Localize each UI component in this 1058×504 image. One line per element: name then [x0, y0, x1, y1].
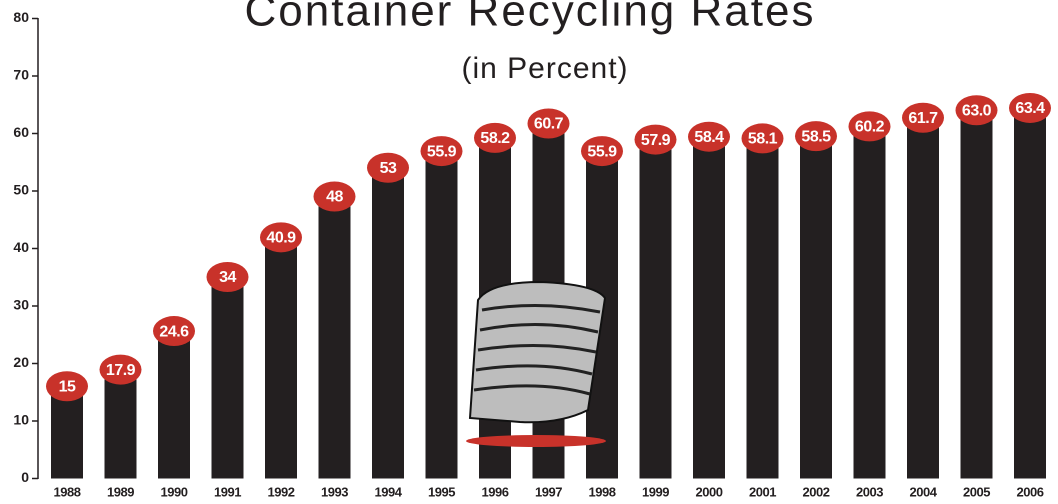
label-badge — [420, 136, 463, 167]
x-tick-label: 1988 — [54, 484, 81, 499]
label-badge — [474, 122, 516, 153]
label-badge — [260, 222, 302, 253]
bar — [853, 132, 886, 479]
bar — [960, 116, 993, 479]
y-tick-label: 80 — [13, 9, 29, 25]
bar — [746, 144, 779, 479]
value-label: 58.1 — [748, 131, 778, 148]
bar — [1014, 113, 1046, 479]
bar — [425, 157, 458, 479]
value-label: 58.4 — [694, 129, 724, 146]
x-tick-label: 1989 — [107, 484, 134, 499]
label-badge — [153, 316, 195, 347]
value-label: 60.7 — [534, 116, 564, 133]
value-label: 63.4 — [1015, 100, 1045, 117]
bar — [211, 283, 244, 479]
x-tick-label: 1997 — [535, 484, 562, 499]
x-tick-label: 2002 — [803, 484, 830, 499]
bar — [158, 337, 190, 479]
bar — [907, 123, 939, 479]
label-badge — [902, 102, 944, 133]
x-tick-label: 1990 — [161, 484, 188, 499]
value-label: 61.7 — [908, 110, 938, 127]
x-tick-label: 1994 — [375, 484, 403, 499]
y-tick-label: 10 — [13, 412, 29, 428]
label-badge — [634, 124, 677, 155]
x-tick-label: 1996 — [482, 484, 509, 499]
x-tick-label: 1993 — [321, 484, 348, 499]
value-label: 24.6 — [159, 323, 189, 340]
label-badge — [688, 121, 730, 152]
bar — [318, 202, 351, 479]
y-tick-label: 70 — [13, 67, 29, 83]
chart-subtitle: (in Percent) — [461, 52, 628, 85]
bar — [265, 243, 297, 479]
value-label: 60.2 — [855, 119, 885, 136]
label-badge — [206, 262, 249, 292]
label-badge — [955, 95, 998, 126]
bar — [800, 142, 832, 479]
y-tick-label: 30 — [13, 297, 29, 313]
value-label: 40.9 — [266, 230, 296, 247]
bar — [372, 173, 404, 479]
x-tick-label: 2006 — [1017, 484, 1044, 499]
x-tick-label: 1992 — [268, 484, 295, 499]
x-tick-label: 1991 — [214, 484, 241, 499]
y-tick-label: 20 — [13, 354, 29, 370]
bar — [51, 392, 83, 479]
y-tick-label: 60 — [13, 124, 29, 140]
value-label: 63.0 — [962, 102, 992, 119]
label-badge — [848, 111, 891, 142]
label-badge — [741, 123, 784, 154]
can-illustration — [466, 280, 607, 447]
x-tick-label: 2003 — [856, 484, 883, 499]
chart-title: Container Recycling Rates — [245, 0, 816, 36]
label-badge — [46, 371, 88, 402]
label-badge — [1009, 92, 1051, 123]
x-tick-label: 1999 — [642, 484, 669, 499]
value-label: 57.9 — [641, 132, 671, 149]
value-label: 48 — [326, 189, 343, 206]
value-label: 58.5 — [801, 128, 831, 145]
y-tick-label: 40 — [13, 239, 29, 255]
y-tick-label: 0 — [21, 469, 29, 485]
x-tick-label: 2004 — [910, 484, 938, 499]
x-tick-label: 2000 — [696, 484, 723, 499]
label-badge — [313, 181, 356, 212]
bar — [693, 142, 725, 479]
label-badge — [795, 121, 837, 152]
value-label: 15 — [59, 378, 76, 395]
value-label: 34 — [219, 269, 236, 286]
bar — [639, 145, 672, 479]
label-badge — [581, 136, 623, 167]
label-badge — [527, 108, 570, 139]
value-label: 55.9 — [427, 143, 457, 160]
y-tick-label: 50 — [13, 182, 29, 198]
value-label: 53 — [380, 160, 397, 177]
label-badge — [99, 354, 142, 385]
can-shadow — [466, 435, 606, 447]
value-label: 17.9 — [106, 362, 136, 379]
value-label: 55.9 — [587, 143, 617, 160]
can-ridges — [473, 303, 601, 396]
x-tick-label: 2001 — [749, 484, 776, 499]
value-label: 58.2 — [480, 130, 510, 147]
x-tick-label: 1998 — [589, 484, 616, 499]
label-badge — [367, 152, 409, 183]
x-tick-label: 2005 — [963, 484, 990, 499]
bar — [104, 375, 137, 479]
x-tick-label: 1995 — [428, 484, 455, 499]
crushed-can — [468, 280, 607, 424]
